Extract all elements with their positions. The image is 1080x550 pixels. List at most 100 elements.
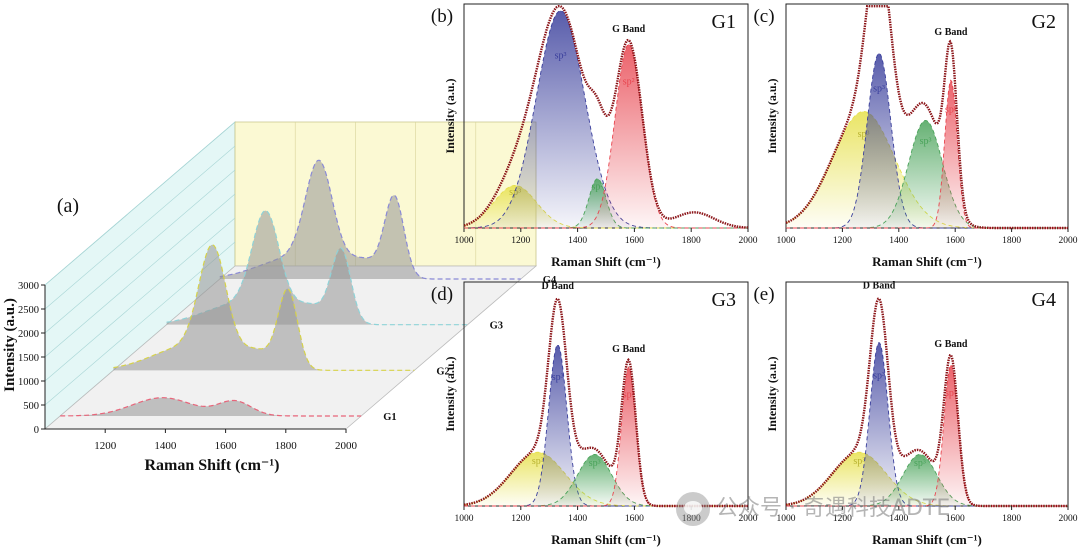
- x-tick-label: 2000: [739, 236, 758, 246]
- component-label: sp³: [873, 84, 885, 95]
- component-line: [464, 366, 748, 507]
- series-line: [60, 397, 362, 417]
- watermark-text: 公众号 · 奇遇科技ADTE: [716, 496, 951, 521]
- x-tick-label: 2000: [1059, 514, 1078, 524]
- x-axis-title: Raman Shift (cm⁻¹): [872, 254, 982, 269]
- panel-d: sp³ sp³ sp³ sp² D Band G Band G3 (d) 1000 1200 140…: [431, 281, 758, 547]
- y-axis-title: Intensity (a.u.): [2, 298, 18, 392]
- x-tick-label: 1400: [889, 236, 908, 246]
- wall-grid: [44, 193, 236, 358]
- component-label: sp³: [920, 136, 932, 147]
- sample-label: G1: [712, 11, 736, 33]
- component-fill: [464, 44, 748, 228]
- component-label: sp³: [532, 456, 544, 467]
- y-axis-title: Intensity (a.u.): [765, 78, 779, 153]
- d-band-label: D Band: [863, 281, 896, 292]
- sample-label: G3: [712, 289, 736, 311]
- x-tick-label: 1400: [568, 514, 587, 524]
- y-tick-label: 1000: [18, 377, 39, 388]
- panel-label: (a): [57, 195, 79, 217]
- x-tick-label: 1000: [455, 236, 474, 246]
- wall-grid: [44, 121, 236, 286]
- component-line: [464, 454, 748, 507]
- x-tick-label: 1800: [1002, 236, 1021, 246]
- x-tick-label: 1600: [946, 236, 965, 246]
- panel-label: (e): [753, 284, 774, 305]
- component-label: sp³: [853, 456, 865, 467]
- panel-label: (c): [753, 6, 774, 27]
- g-band-label: G Band: [612, 344, 646, 355]
- component-label: sp³: [552, 372, 564, 383]
- x-tick-label: 1200: [94, 440, 117, 452]
- x-tick-label: 1200: [833, 514, 852, 524]
- d-band-label: D Band: [541, 281, 574, 292]
- component-line: [464, 43, 748, 229]
- x-tick-label: 1600: [946, 514, 965, 524]
- component-label: sp²: [945, 105, 957, 116]
- component-line: [786, 120, 1068, 229]
- component-fill: [464, 10, 748, 229]
- x-tick-label: 1800: [682, 514, 701, 524]
- component-fill: [786, 452, 1068, 506]
- component-label: sp²: [592, 182, 604, 193]
- x-axis-title: Raman Shift (cm⁻¹): [551, 532, 661, 547]
- panel-label: (d): [431, 284, 453, 305]
- component-label: sp²: [623, 77, 635, 88]
- component-fill: [464, 452, 748, 506]
- panel-e: sp³ sp³ sp³ sp² D Band G Band G4 (e) 1000 1200 140…: [753, 281, 1077, 547]
- component-line: [786, 79, 1068, 229]
- component-label: sp³: [589, 458, 601, 469]
- x-tick-label: 2000: [335, 440, 358, 452]
- y-tick-label: 2000: [18, 329, 39, 340]
- x-tick-label: 1600: [625, 514, 644, 524]
- x-tick-label: 1200: [511, 514, 530, 524]
- series-line: [113, 244, 415, 371]
- x-tick-label: 1000: [455, 514, 474, 524]
- x-tick-label: 1000: [777, 236, 796, 246]
- x-axis-title: Raman Shift (cm⁻¹): [144, 457, 279, 474]
- x-axis-title: Raman Shift (cm⁻¹): [872, 532, 982, 547]
- component-label: sp³: [914, 458, 926, 469]
- component-line: [464, 10, 748, 229]
- x-tick-label: 1400: [568, 236, 587, 246]
- component-fill: [464, 454, 748, 506]
- wall-grid: [44, 217, 236, 382]
- x-tick-label: 1800: [1002, 514, 1021, 524]
- component-label: sp³: [873, 370, 885, 381]
- g-band-label: G Band: [934, 339, 968, 350]
- x-tick-label: 2000: [739, 514, 758, 524]
- series-area: [113, 244, 415, 371]
- wall-grid: [44, 169, 236, 334]
- sample-label: G2: [1032, 11, 1056, 33]
- y-axis-title: Intensity (a.u.): [443, 356, 457, 431]
- component-label: sp²: [623, 390, 635, 401]
- x-tick-label: 1200: [511, 236, 530, 246]
- component-fill: [786, 111, 1068, 228]
- panel-a-3d-waterfall: G4 G3 G2 G1 0 500 1000 1500 2000 2500 3000 1200 1400…: [2, 121, 557, 474]
- x-tick-label: 1400: [889, 514, 908, 524]
- wall-grid: [44, 145, 236, 310]
- series-area: [166, 210, 468, 325]
- component-fill: [786, 454, 1068, 506]
- component-fill: [786, 120, 1068, 228]
- x-tick-label: 1000: [777, 514, 796, 524]
- component-label: sp³: [858, 129, 870, 140]
- series-label: G1: [383, 412, 396, 423]
- x-tick-label: 1800: [682, 236, 701, 246]
- x-tick-label: 2000: [1059, 236, 1078, 246]
- sample-label: G4: [1032, 289, 1056, 311]
- component-label: sp³: [555, 51, 567, 62]
- x-tick-label: 1600: [215, 440, 238, 452]
- y-tick-label: 1500: [18, 353, 39, 364]
- g-band-label: G Band: [612, 24, 646, 35]
- y-tick-label: 0: [34, 425, 39, 436]
- y-axis-title: Intensity (a.u.): [765, 356, 779, 431]
- panel-label: (b): [431, 6, 453, 27]
- envelope-curve: [785, 5, 1068, 230]
- g-band-label: G Band: [934, 27, 968, 38]
- envelope-curve: [463, 5, 748, 229]
- y-tick-label: 500: [23, 401, 39, 412]
- x-tick-label: 1800: [275, 440, 298, 452]
